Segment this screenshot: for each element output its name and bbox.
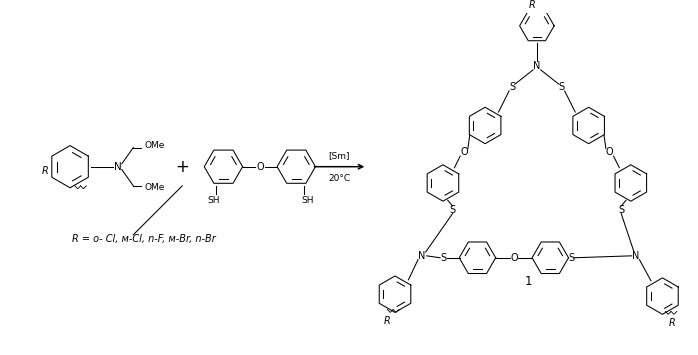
Text: S: S <box>440 253 446 263</box>
Text: R: R <box>42 165 48 175</box>
Text: [Sm]: [Sm] <box>329 151 350 160</box>
Text: N: N <box>632 251 639 261</box>
Text: S: S <box>618 205 624 215</box>
Text: R: R <box>669 318 676 328</box>
Text: O: O <box>606 147 614 157</box>
Text: R = o- Cl, м-Cl, n-F, м-Br, n-Br: R = o- Cl, м-Cl, n-F, м-Br, n-Br <box>72 234 216 244</box>
Text: SH: SH <box>302 196 314 205</box>
Text: SH: SH <box>207 196 220 205</box>
Text: N: N <box>114 162 122 172</box>
Text: S: S <box>450 205 456 215</box>
Text: R: R <box>384 316 391 326</box>
Text: S: S <box>568 253 574 263</box>
Text: S: S <box>509 82 515 92</box>
Text: O: O <box>510 253 518 263</box>
Text: O: O <box>256 162 264 172</box>
Text: N: N <box>418 251 426 261</box>
Text: S: S <box>558 82 565 92</box>
Text: 1: 1 <box>524 275 532 288</box>
Text: +: + <box>175 158 189 176</box>
Text: R: R <box>528 0 535 10</box>
Text: OMe: OMe <box>144 141 165 150</box>
Text: N: N <box>533 61 540 71</box>
Text: O: O <box>460 147 468 157</box>
Text: OMe: OMe <box>144 183 165 192</box>
Text: 20°C: 20°C <box>328 174 350 183</box>
